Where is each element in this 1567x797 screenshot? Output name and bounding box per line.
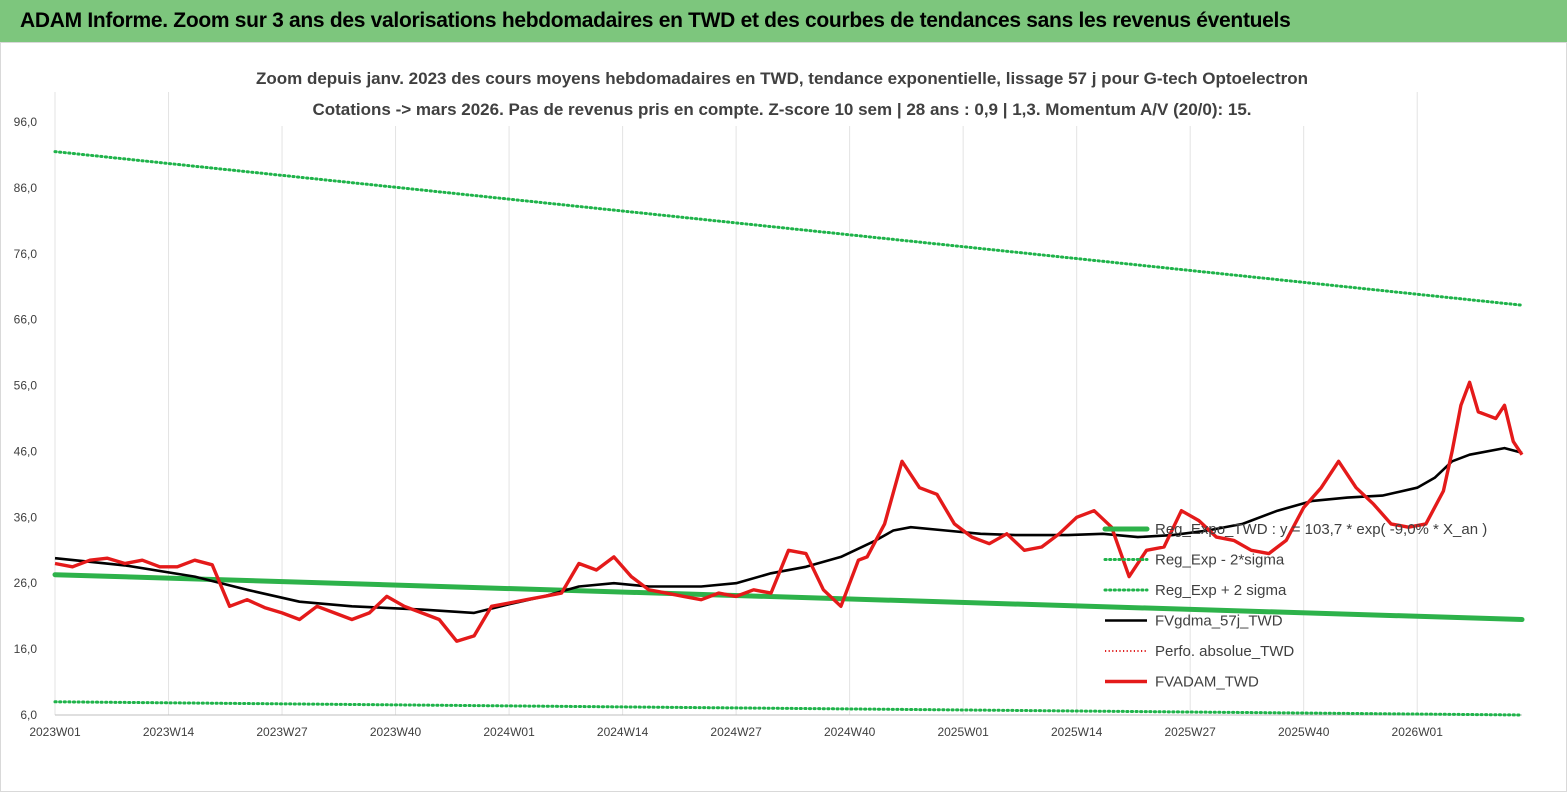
legend-entry-2: Reg_Exp - 2*sigma [1155, 552, 1285, 569]
chart-container: 2023W01 2023W14 2023W27 2023W40 2024W01 2024W… [0, 42, 1567, 792]
x-tick-label: 2025W01 [937, 725, 989, 739]
x-tick-label: 2025W40 [1278, 725, 1330, 739]
chart-title: Zoom depuis janv. 2023 des cours moyens … [256, 69, 1308, 88]
x-tick-label: 2024W01 [483, 725, 535, 739]
y-tick-label: 36,0 [14, 510, 38, 524]
x-tick-label: 2023W01 [29, 725, 81, 739]
x-tick-label: 2025W14 [1051, 725, 1103, 739]
x-tick-label: 2024W14 [597, 725, 649, 739]
y-tick-label: 6,0 [20, 708, 37, 722]
legend-entry-6: FVADAM_TWD [1155, 674, 1259, 691]
series-layer [52, 150, 1525, 717]
x-tick-label: 2024W40 [824, 725, 876, 739]
legend-entry-3: Reg_Exp + 2 sigma [1155, 582, 1287, 599]
series-line-1 [52, 572, 1525, 622]
x-tick-label: 2023W40 [370, 725, 422, 739]
chart-subtitle: Cotations -> mars 2026. Pas de revenus p… [312, 100, 1251, 119]
series-line-6 [54, 380, 1524, 643]
line-chart: 2023W01 2023W14 2023W27 2023W40 2024W01 2024W… [0, 42, 1567, 792]
y-tick-label: 96,0 [14, 115, 38, 129]
y-tick-label: 26,0 [14, 576, 38, 590]
legend-entry-4: FVgdma_57j_TWD [1155, 613, 1283, 630]
legend: Reg_Expo_TWD : y = 103,7 * exp( -9,0% * … [1102, 521, 1487, 691]
y-tick-label: 76,0 [14, 247, 38, 261]
x-tick-label: 2026W01 [1392, 725, 1444, 739]
series-line-2 [53, 700, 1524, 717]
x-tick-label: 2023W14 [143, 725, 195, 739]
y-tick-label: 16,0 [14, 642, 38, 656]
title-background [235, 64, 1330, 126]
x-tick-label: 2024W27 [710, 725, 762, 739]
y-tick-label: 66,0 [14, 313, 38, 327]
y-tick-label: 46,0 [14, 444, 38, 458]
grid-lines [54, 92, 1418, 715]
y-tick-label: 86,0 [14, 181, 38, 195]
legend-entry-1: Reg_Expo_TWD : y = 103,7 * exp( -9,0% * … [1155, 521, 1487, 538]
x-tick-label: 2023W27 [256, 725, 308, 739]
x-tick-label: 2025W27 [1164, 725, 1216, 739]
legend-entry-5: Perfo. absolue_TWD [1155, 643, 1294, 660]
chart-border [0, 42, 1567, 792]
report-banner-title: ADAM Informe. Zoom sur 3 ans des valoris… [20, 9, 1291, 32]
report-banner: ADAM Informe. Zoom sur 3 ans des valoris… [0, 0, 1567, 42]
chart-titles: Zoom depuis janv. 2023 des cours moyens … [235, 64, 1330, 126]
series-line-3 [53, 150, 1524, 307]
axes: 2023W01 2023W14 2023W27 2023W40 2024W01 2024W… [14, 115, 1522, 739]
y-tick-label: 56,0 [14, 379, 38, 393]
